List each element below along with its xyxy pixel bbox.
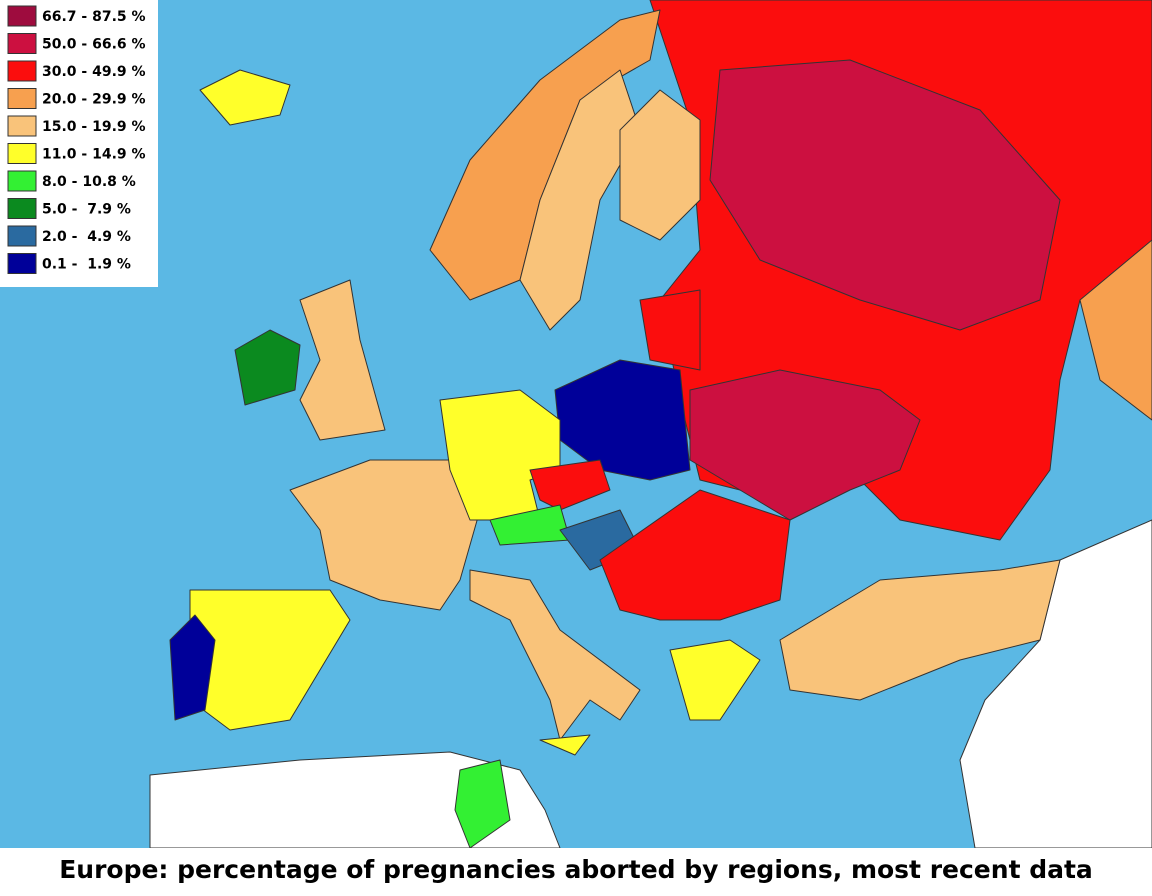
czechia [529,459,611,511]
italy [469,569,641,741]
legend-label: 15.0 - 19.9 % [42,119,146,135]
legend-label: 2.0 - 4.9 % [42,229,131,245]
middle-east [959,519,1152,849]
greece [669,639,761,721]
title: Europe: percentage of pregnancies aborte… [59,855,1093,884]
turkey [779,559,1061,701]
finland [619,89,701,241]
legend-swatch [7,115,37,137]
ukraine [689,369,921,521]
legend: 66.7 - 87.5 % 50.0 - 66.6 % 30.0 - 49.9 % 2… [0,0,158,287]
legend-label: 8.0 - 10.8 % [42,174,136,190]
legend-swatch [7,198,37,219]
legend-swatch [7,5,37,27]
land [149,0,1152,849]
portugal [169,614,216,721]
iceland [199,69,291,126]
poland [554,359,691,481]
balkans [599,489,791,621]
baltics [639,289,701,371]
legend-swatch [7,143,37,164]
norway [429,9,661,301]
kazakhstan [1079,239,1152,421]
legend-label: 0.1 - 1.9 % [42,257,131,273]
legend-label: 20.0 - 29.9 % [42,92,146,108]
legend-swatch [7,225,37,247]
legend-swatch [7,60,37,82]
legend-label: 30.0 - 49.9 % [42,64,146,80]
sicily [539,734,591,756]
france [289,459,481,611]
legend-label: 5.0 - 7.9 % [42,202,131,218]
britain [299,279,386,441]
tunisia [454,759,511,849]
ireland [234,329,301,406]
legend-swatch [7,33,37,54]
russia-central [709,59,1061,331]
germany [439,389,561,521]
legend-swatch [7,253,37,274]
legend-label: 50.0 - 66.6 % [42,37,146,53]
legend-swatch [7,88,37,109]
legend-label: 11.0 - 14.9 % [42,147,146,163]
legend-label: 66.7 - 87.5 % [42,9,146,25]
title-strip [0,848,1152,896]
legend-swatch [7,170,37,192]
